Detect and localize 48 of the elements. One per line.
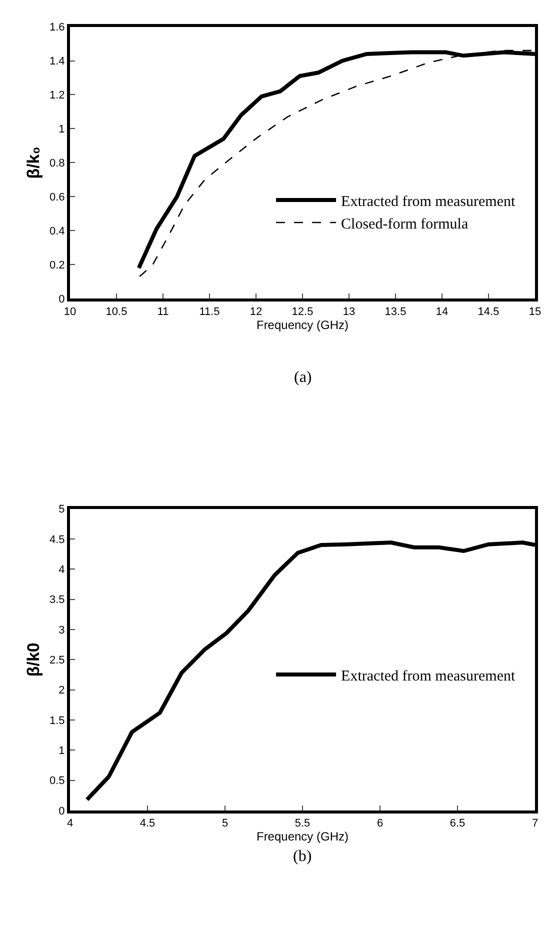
y-tick-label: 4.5: [50, 534, 65, 546]
y-tick-label: 1.2: [50, 90, 65, 102]
x-tick-label: 5.5: [294, 818, 310, 830]
y-tick-label: 2: [58, 684, 65, 697]
y-tick-label: 0: [58, 293, 65, 306]
y-tick-label: 0.6: [50, 192, 65, 204]
y-tick-label: 0: [58, 805, 65, 818]
x-tick-label: 6.5: [450, 818, 466, 830]
line-series: [85, 540, 535, 802]
legend-label: Extracted from measurement: [341, 668, 516, 684]
x-tick-label: 4: [66, 818, 74, 830]
y-tick-label: 2.5: [50, 654, 65, 666]
x-tick-label: 4.5: [140, 818, 156, 830]
x-tick-label: 11: [157, 306, 169, 318]
text: (b): [293, 848, 312, 865]
y-tick-label: 3.5: [50, 594, 65, 606]
y-tick-label: 1.6: [50, 22, 65, 34]
y-tick-label: 1: [58, 124, 65, 136]
x-tick-label: 6: [376, 818, 384, 830]
y-axis-title: β/k0: [24, 642, 44, 677]
legend-label: Closed-form formula: [341, 216, 468, 232]
y-tick-label: 1.5: [50, 714, 65, 727]
y-tick-label: 1: [58, 744, 65, 757]
y-tick-label: 1.4: [50, 56, 65, 68]
x-axis-title: Frequency (GHz): [256, 318, 349, 332]
y-tick-label: 0.5: [50, 775, 65, 788]
x-tick-label: 15: [528, 306, 542, 318]
y-tick-label: 4: [58, 564, 65, 576]
x-tick-label: 14: [436, 306, 448, 318]
x-tick-label: 11.5: [199, 306, 220, 318]
x-tick-label: 10: [64, 306, 76, 318]
x-tick-label: 10.5: [106, 306, 128, 318]
y-axis-title: β/k₀: [24, 146, 44, 179]
x-tick-label: 14.5: [478, 306, 500, 318]
x-tick-label: 12: [250, 306, 262, 318]
x-tick-label: 13: [342, 306, 356, 318]
y-tick-label: 0.4: [50, 225, 65, 238]
x-tick-label: 5: [222, 818, 228, 830]
x-tick-label: 12.5: [292, 306, 314, 318]
legend-label: Extracted from measurement: [341, 194, 516, 210]
y-tick-label: 3: [58, 624, 65, 636]
y-tick-label: 0.8: [50, 158, 65, 170]
y-tick-label: 0.2: [50, 259, 65, 272]
text: (a): [294, 369, 312, 386]
y-tick-label: 5: [58, 504, 65, 516]
x-tick-label: 13.5: [384, 306, 406, 318]
x-axis-title: Frequency (GHz): [256, 830, 349, 844]
x-tick-label: 7: [532, 818, 538, 830]
